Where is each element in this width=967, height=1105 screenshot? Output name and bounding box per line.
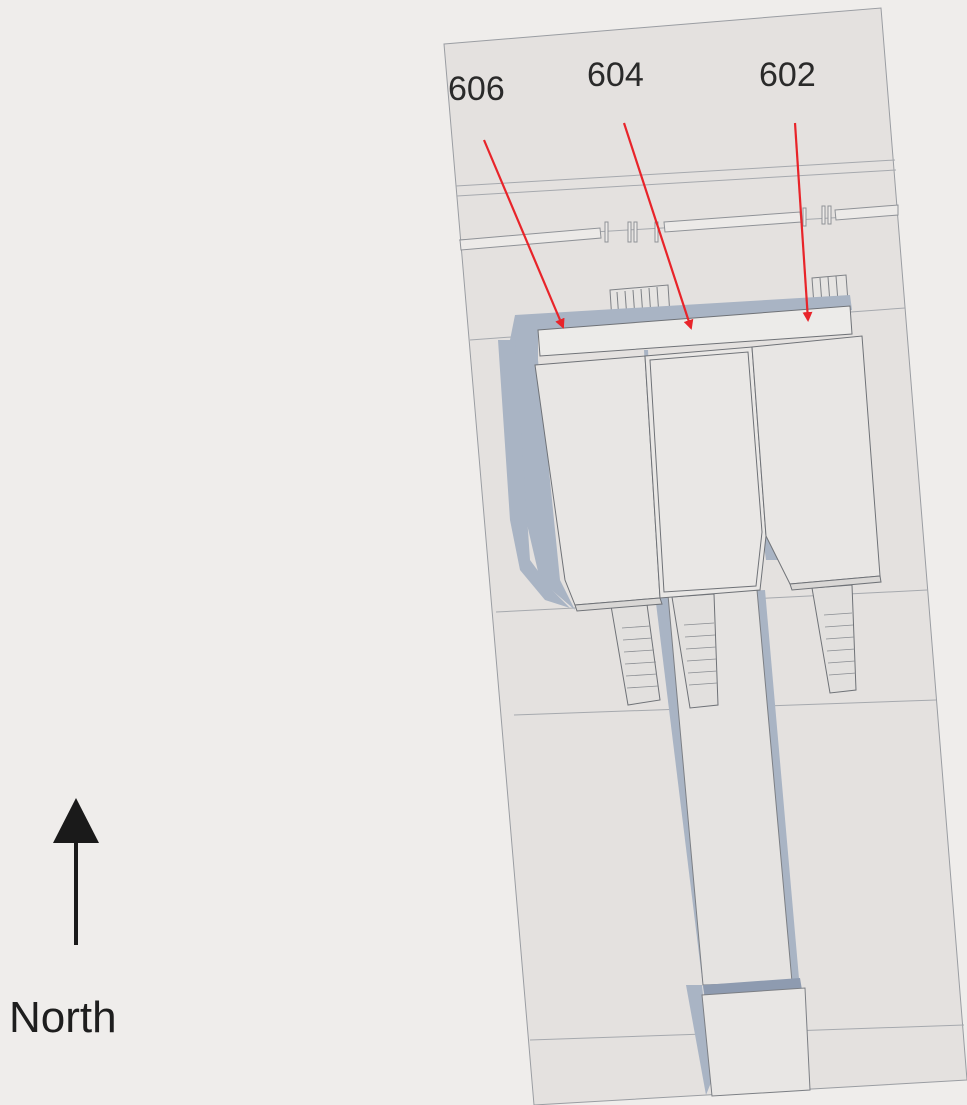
stair-treads: [621, 612, 857, 689]
north-label: North: [9, 993, 117, 1042]
arrow-606: [482, 139, 565, 329]
callout-label-602: 602: [759, 56, 816, 94]
platform-602: [751, 335, 881, 585]
arrow-602: [793, 122, 813, 322]
rear-ledge: [537, 305, 853, 357]
main-structure: [534, 305, 882, 612]
callout-label-604: 604: [587, 56, 644, 94]
arrow-604: [622, 122, 694, 330]
callout-arrows: [482, 122, 813, 330]
callout-label-606: 606: [448, 70, 505, 108]
platform-604: [644, 346, 767, 599]
upper-railing: [459, 204, 899, 251]
north-arrow-icon: [53, 798, 99, 945]
platform-604-inner: [649, 351, 763, 593]
